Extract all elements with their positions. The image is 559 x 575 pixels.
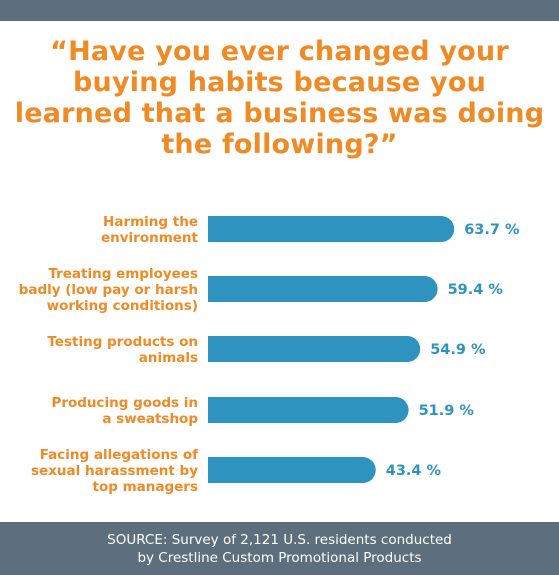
source-line-2: by Crestline Custom Promotional Products [137, 550, 422, 566]
value-label-4: 43.4 % [386, 463, 442, 479]
top-band [0, 0, 559, 21]
category-label-line: environment [101, 230, 199, 246]
category-label-line: Harming the [103, 214, 198, 230]
value-label-3: 51.9 % [419, 403, 475, 419]
category-label-4: Facing allegations of sexual harassment b… [31, 447, 198, 495]
bar-1 [208, 276, 438, 302]
bar-2 [208, 336, 421, 362]
bar-4 [208, 457, 376, 483]
category-label-1: Treating employees badly (low pay or hars… [19, 266, 198, 314]
category-label-line: Testing products on [47, 334, 198, 350]
bar-0 [208, 216, 455, 242]
source-line-1: SOURCE: Survey of 2,121 U.S. residents c… [107, 532, 452, 548]
category-label-line: animals [139, 350, 198, 366]
value-label-0: 63.7 % [464, 222, 520, 238]
category-label-line: Treating employees [48, 266, 198, 282]
value-label-1: 59.4 % [448, 282, 504, 298]
category-label-line: badly (low pay or harsh [19, 282, 198, 298]
category-label-line: sexual harassment by [31, 463, 198, 479]
category-label-line: top managers [92, 479, 198, 495]
category-label-0: Harming the environment [101, 214, 199, 246]
category-label-line: Facing allegations of [40, 447, 198, 463]
chart-title: “Have you ever changed your buying habit… [14, 36, 545, 160]
category-label-line: Producing goods in [51, 395, 198, 411]
footer: SOURCE: Survey of 2,121 U.S. residents c… [0, 522, 559, 575]
category-label-3: Producing goods in a sweatshop [51, 395, 198, 427]
bar-chart: 63.7 % Harming the environment 59.4 % Treati… [19, 214, 520, 495]
value-label-2: 54.9 % [430, 342, 486, 358]
bar-3 [208, 397, 409, 423]
category-label-line: a sweatshop [102, 411, 198, 427]
category-label-2: Testing products on animals [47, 334, 198, 366]
category-label-line: working conditions) [47, 298, 198, 314]
source-note: SOURCE: Survey of 2,121 U.S. residents c… [0, 531, 559, 567]
